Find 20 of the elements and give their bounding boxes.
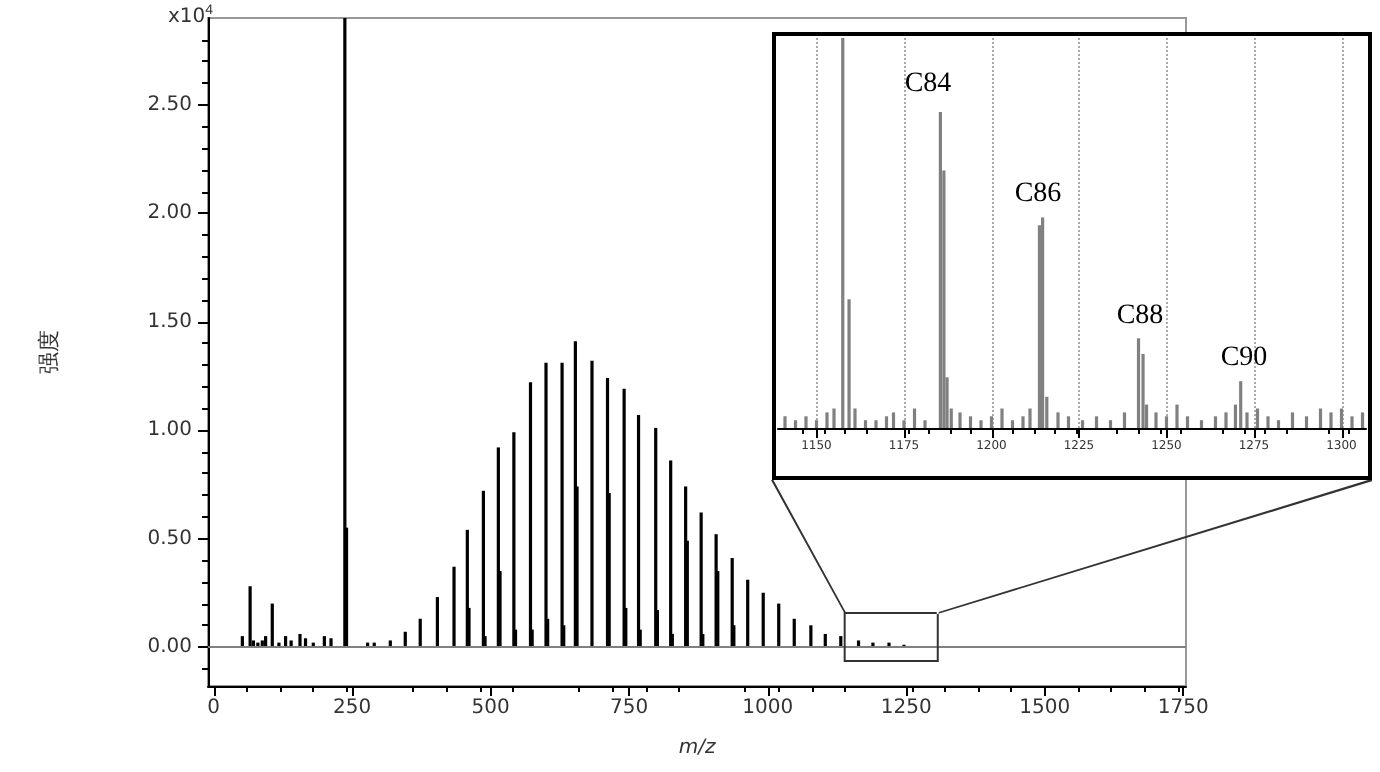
x-tick-label: 500	[471, 697, 510, 719]
y-tick-label: 2.50	[147, 93, 192, 116]
x-tick-label: 1000	[742, 697, 794, 719]
x-tick-label: 750	[610, 697, 649, 719]
y-tick-label: 1.00	[147, 419, 192, 442]
x-tick-label: 1250	[880, 697, 932, 719]
y-tick-label: 2.00	[147, 202, 192, 225]
annotation: C90	[1220, 343, 1268, 373]
x-axis-title: m/z	[678, 737, 717, 759]
x-tick-label: 1750	[1157, 697, 1209, 719]
x-tick-label: 1500	[1019, 697, 1071, 719]
annotation: C86	[1014, 179, 1062, 209]
x-tick-label: 250	[332, 697, 372, 719]
y-tick-label: 0.50	[147, 527, 192, 550]
y-tick-label: 1.50	[147, 310, 192, 333]
x-tick-label: 0	[207, 697, 220, 719]
y-axis-title: 强度	[36, 330, 62, 374]
annotation: C88	[1116, 301, 1164, 331]
y-tick-label: 0.00	[147, 635, 192, 658]
annotation: C84	[904, 69, 952, 99]
